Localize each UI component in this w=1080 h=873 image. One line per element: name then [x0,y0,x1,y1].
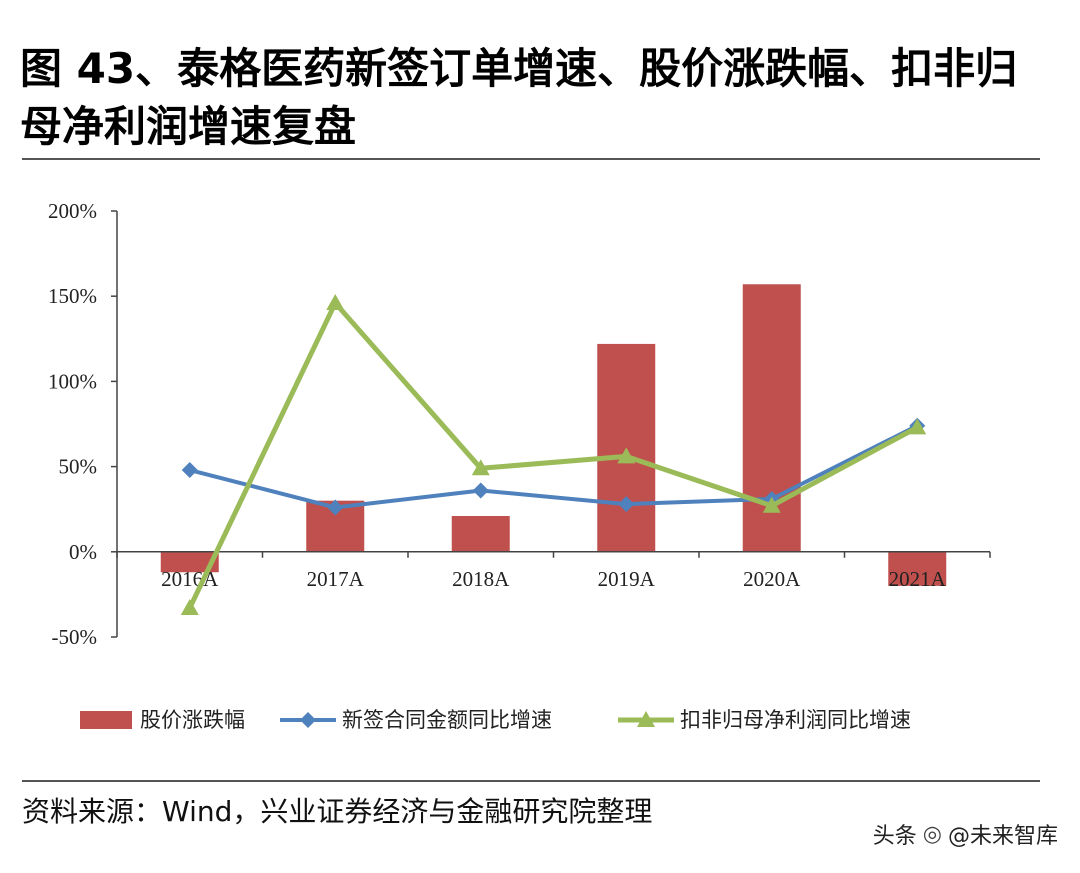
x-tick-label: 2020A [743,567,801,591]
watermark: 头条 ◎ @未来智库 [873,818,1058,850]
legend-label-profit: 扣非归母净利润同比增速 [680,708,911,732]
profit-growth-point-2021A [908,418,927,435]
bar-2018A [451,516,510,552]
contract-growth-point-2017A [327,499,344,516]
line-series [180,294,927,616]
profit-growth-point-2016A [180,599,199,616]
bar-2016A [160,551,219,573]
axes: -50%0%50%100%150%200%2016A 2017A 2018A 2019… [48,199,991,649]
y-tick-label: -50% [52,625,98,649]
profit-growth-point-2020A [762,496,781,513]
x-tick-label: 2017A [307,567,365,591]
y-tick-label: 200% [48,199,97,223]
contract-growth-point-2016A [181,462,198,479]
x-tick-label: 2018A [452,567,510,591]
source-note: 资料来源：Wind，兴业证券经济与金融研究院整理 [22,795,653,828]
source-divider [22,780,1040,782]
contract-growth-point-2018A [472,482,489,499]
x-tick-label: 2019A [598,567,656,591]
wechat-icon: ◎ [922,821,942,847]
line-contract-growth [189,423,919,510]
bar-2021A [888,551,947,586]
profit-growth-point-2019A [617,447,636,464]
watermark-handle: @未来智库 [947,824,1058,849]
contract-growth-point-2019A [618,496,635,513]
legend-triangle-marker [637,711,655,727]
x-tick-label: 2021A [889,567,947,591]
profit-growth-point-2018A [471,459,490,476]
profit-growth-point-2017A [326,294,345,311]
legend-bar-swatch [80,711,132,729]
chart-area: -50%0%50%100%150%200%2016A 2017A 2018A 2019… [48,199,991,732]
legend-label-contract: 新签合同金额同比增速 [342,708,552,732]
legend-diamond-marker [300,712,316,728]
watermark-prefix: 头条 [872,824,917,849]
title-divider [22,158,1040,160]
y-tick-label: 50% [59,455,98,479]
bar-series [160,284,947,586]
y-tick-label: 150% [48,284,97,308]
chart-title: 图 43、泰格医药新签订单增速、股价涨跌幅、扣非归母净利润增速复盘 [20,44,1018,151]
legend: 股价涨跌幅 新签合同金额同比增速 扣非归母净利润同比增速 [80,708,911,732]
legend-label-price: 股价涨跌幅 [140,708,245,732]
y-tick-label: 100% [48,369,97,393]
y-tick-label: 0% [69,540,97,564]
line-profit-growth [187,300,919,610]
